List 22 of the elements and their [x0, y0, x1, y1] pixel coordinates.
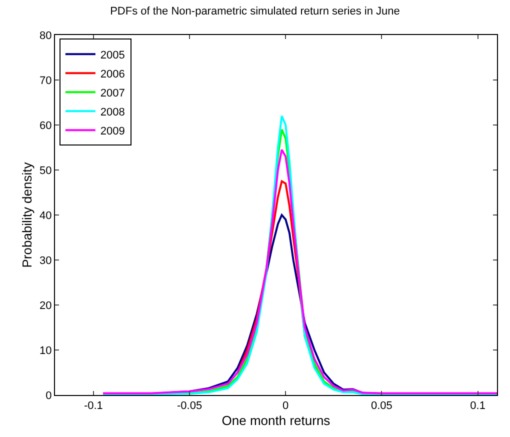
x-tick-label: -0.1	[84, 400, 103, 412]
legend-label: 2007	[100, 87, 125, 100]
x-tick-label: 0	[282, 400, 289, 412]
y-tick-label: 50	[40, 164, 52, 177]
y-tick-label: 10	[40, 344, 52, 357]
y-tick-label: 70	[40, 74, 52, 87]
y-tick-label: 40	[40, 210, 52, 222]
legend-label: 2005	[100, 49, 125, 62]
y-tick-label: 30	[40, 254, 52, 267]
legend-label: 2008	[100, 106, 125, 118]
legend-label: 2009	[100, 125, 125, 138]
legend-label: 2006	[100, 68, 125, 80]
y-tick-label: 60	[40, 120, 52, 132]
y-tick-label: 80	[40, 30, 52, 42]
x-tick-label: 0.1	[470, 400, 486, 412]
chart-title: PDFs of the Non-parametric simulated return series in June	[110, 5, 400, 18]
x-axis-title: One month returns	[222, 412, 331, 428]
y-axis-title: Probability density	[20, 162, 34, 268]
y-tick-label: 20	[40, 300, 52, 312]
x-tick-label: 0.05	[370, 400, 392, 412]
x-tick-label: -0.05	[176, 400, 202, 412]
y-tick-label: 0	[46, 390, 52, 402]
